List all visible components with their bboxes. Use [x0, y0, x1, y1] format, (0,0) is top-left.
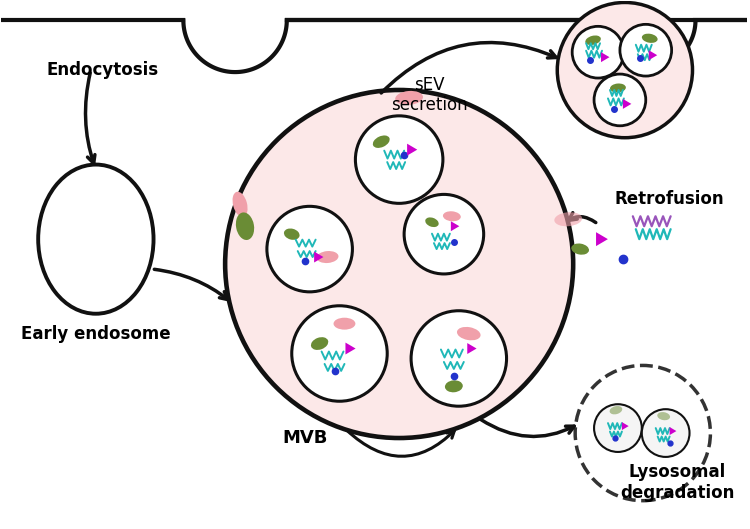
Circle shape — [620, 24, 671, 76]
Text: Early endosome: Early endosome — [21, 325, 171, 343]
Polygon shape — [670, 427, 676, 435]
Ellipse shape — [236, 213, 254, 240]
Polygon shape — [622, 422, 628, 430]
Polygon shape — [407, 144, 417, 156]
Ellipse shape — [443, 211, 460, 221]
Circle shape — [404, 194, 484, 274]
Ellipse shape — [572, 243, 589, 254]
Circle shape — [557, 3, 692, 138]
Ellipse shape — [311, 337, 328, 350]
Ellipse shape — [334, 318, 356, 330]
Text: sEV
secretion: sEV secretion — [391, 76, 467, 114]
Polygon shape — [649, 50, 657, 60]
Text: Lysosomal
degradation: Lysosomal degradation — [620, 463, 735, 502]
Circle shape — [575, 366, 710, 500]
Ellipse shape — [585, 35, 601, 45]
Ellipse shape — [445, 380, 463, 393]
Circle shape — [225, 90, 573, 438]
Polygon shape — [314, 252, 323, 262]
Polygon shape — [346, 343, 355, 354]
Ellipse shape — [657, 412, 670, 420]
Circle shape — [292, 306, 387, 401]
Circle shape — [356, 116, 443, 203]
Ellipse shape — [395, 91, 423, 105]
Circle shape — [572, 26, 624, 78]
Text: MVB: MVB — [282, 429, 327, 447]
Ellipse shape — [554, 212, 582, 226]
Polygon shape — [467, 343, 476, 354]
Text: Retrofusion: Retrofusion — [615, 190, 724, 208]
Ellipse shape — [610, 406, 622, 414]
Circle shape — [411, 311, 506, 406]
Text: Endocytosis: Endocytosis — [46, 61, 158, 79]
Circle shape — [594, 74, 646, 126]
Ellipse shape — [642, 34, 658, 43]
Circle shape — [642, 409, 689, 457]
Ellipse shape — [38, 165, 154, 314]
Ellipse shape — [425, 217, 439, 227]
Polygon shape — [601, 52, 610, 62]
Polygon shape — [451, 221, 459, 231]
Ellipse shape — [373, 135, 390, 148]
Ellipse shape — [316, 251, 338, 263]
Ellipse shape — [284, 229, 299, 240]
Ellipse shape — [610, 84, 626, 93]
Polygon shape — [623, 99, 632, 109]
Ellipse shape — [232, 191, 248, 217]
Polygon shape — [596, 232, 608, 246]
Circle shape — [267, 206, 352, 292]
Circle shape — [594, 404, 642, 452]
Ellipse shape — [457, 327, 481, 340]
